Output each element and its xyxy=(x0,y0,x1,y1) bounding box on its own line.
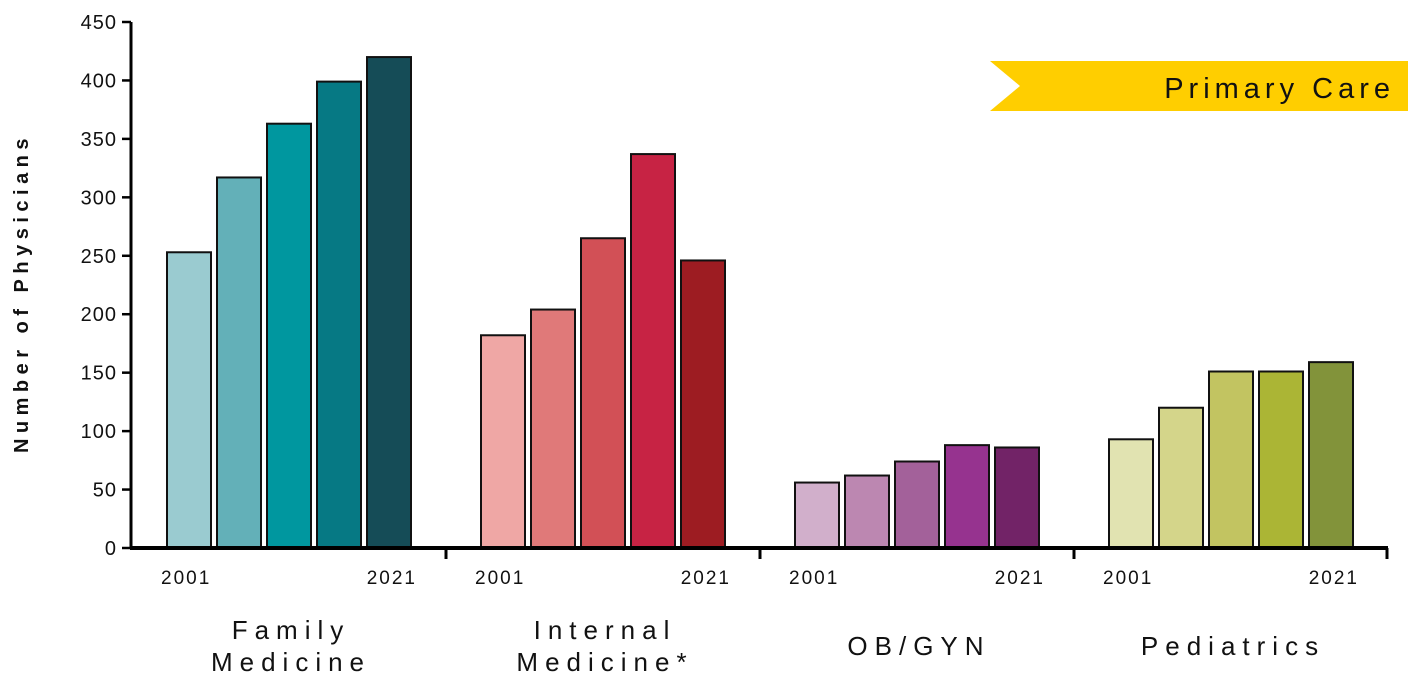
bar xyxy=(680,259,726,549)
bar xyxy=(844,474,890,550)
group-label: Internal xyxy=(534,615,677,645)
y-tick-label: 400 xyxy=(81,70,117,92)
y-axis-title: Number of Physicians xyxy=(11,133,33,453)
year-end-label: 2021 xyxy=(681,568,731,589)
year-end-label: 2021 xyxy=(995,568,1045,589)
y-tick-label: 0 xyxy=(105,538,117,560)
year-end-label: 2021 xyxy=(367,568,417,589)
year-start-label: 2001 xyxy=(161,568,211,589)
banner: Primary Care xyxy=(990,61,1408,111)
group-label: Family xyxy=(232,615,351,645)
bar xyxy=(1308,361,1354,549)
y-tick-label: 50 xyxy=(93,480,117,502)
bar-group xyxy=(480,153,726,549)
year-start-label: 2001 xyxy=(1103,568,1153,589)
year-end-label: 2021 xyxy=(1309,568,1359,589)
x-axis: 2001 2021 2001 2021 2001 2021 2001 2021 xyxy=(130,546,1389,589)
bar xyxy=(794,481,840,550)
y-axis: 0 50 100 150 200 250 300 350 400 450 xyxy=(81,12,133,560)
bar xyxy=(944,444,990,550)
y-tick-label: 150 xyxy=(81,363,117,385)
y-tick-label: 450 xyxy=(81,12,117,34)
bar xyxy=(216,176,262,549)
bars xyxy=(166,56,1354,550)
group-label: Pediatrics xyxy=(1141,631,1325,661)
bar xyxy=(894,460,940,550)
bar xyxy=(266,122,312,550)
y-tick-label: 200 xyxy=(81,304,117,326)
bar xyxy=(316,80,362,549)
banner-shape xyxy=(990,61,1408,111)
bar xyxy=(166,251,212,549)
banner-text: Primary Care xyxy=(1164,73,1395,105)
bar xyxy=(1258,370,1304,549)
bar xyxy=(994,446,1040,549)
y-tick-label: 100 xyxy=(81,421,117,443)
bar xyxy=(1208,370,1254,549)
year-start-label: 2001 xyxy=(789,568,839,589)
bar xyxy=(366,56,412,549)
bar xyxy=(1158,406,1204,549)
y-tick-label: 250 xyxy=(81,246,117,268)
bar xyxy=(480,334,526,549)
group-label: Medicine* xyxy=(516,647,693,674)
y-tick-label: 350 xyxy=(81,129,117,151)
year-start-label: 2001 xyxy=(475,568,525,589)
bar-group xyxy=(794,444,1040,550)
bar xyxy=(630,153,676,549)
bar-group xyxy=(1108,361,1354,549)
bar xyxy=(530,308,576,549)
group-label: OB/GYN xyxy=(847,631,990,661)
y-tick-label: 300 xyxy=(81,187,117,209)
bar xyxy=(580,237,626,549)
bar-group xyxy=(166,56,412,550)
bar xyxy=(1108,438,1154,549)
group-label: Medicine xyxy=(211,647,371,674)
